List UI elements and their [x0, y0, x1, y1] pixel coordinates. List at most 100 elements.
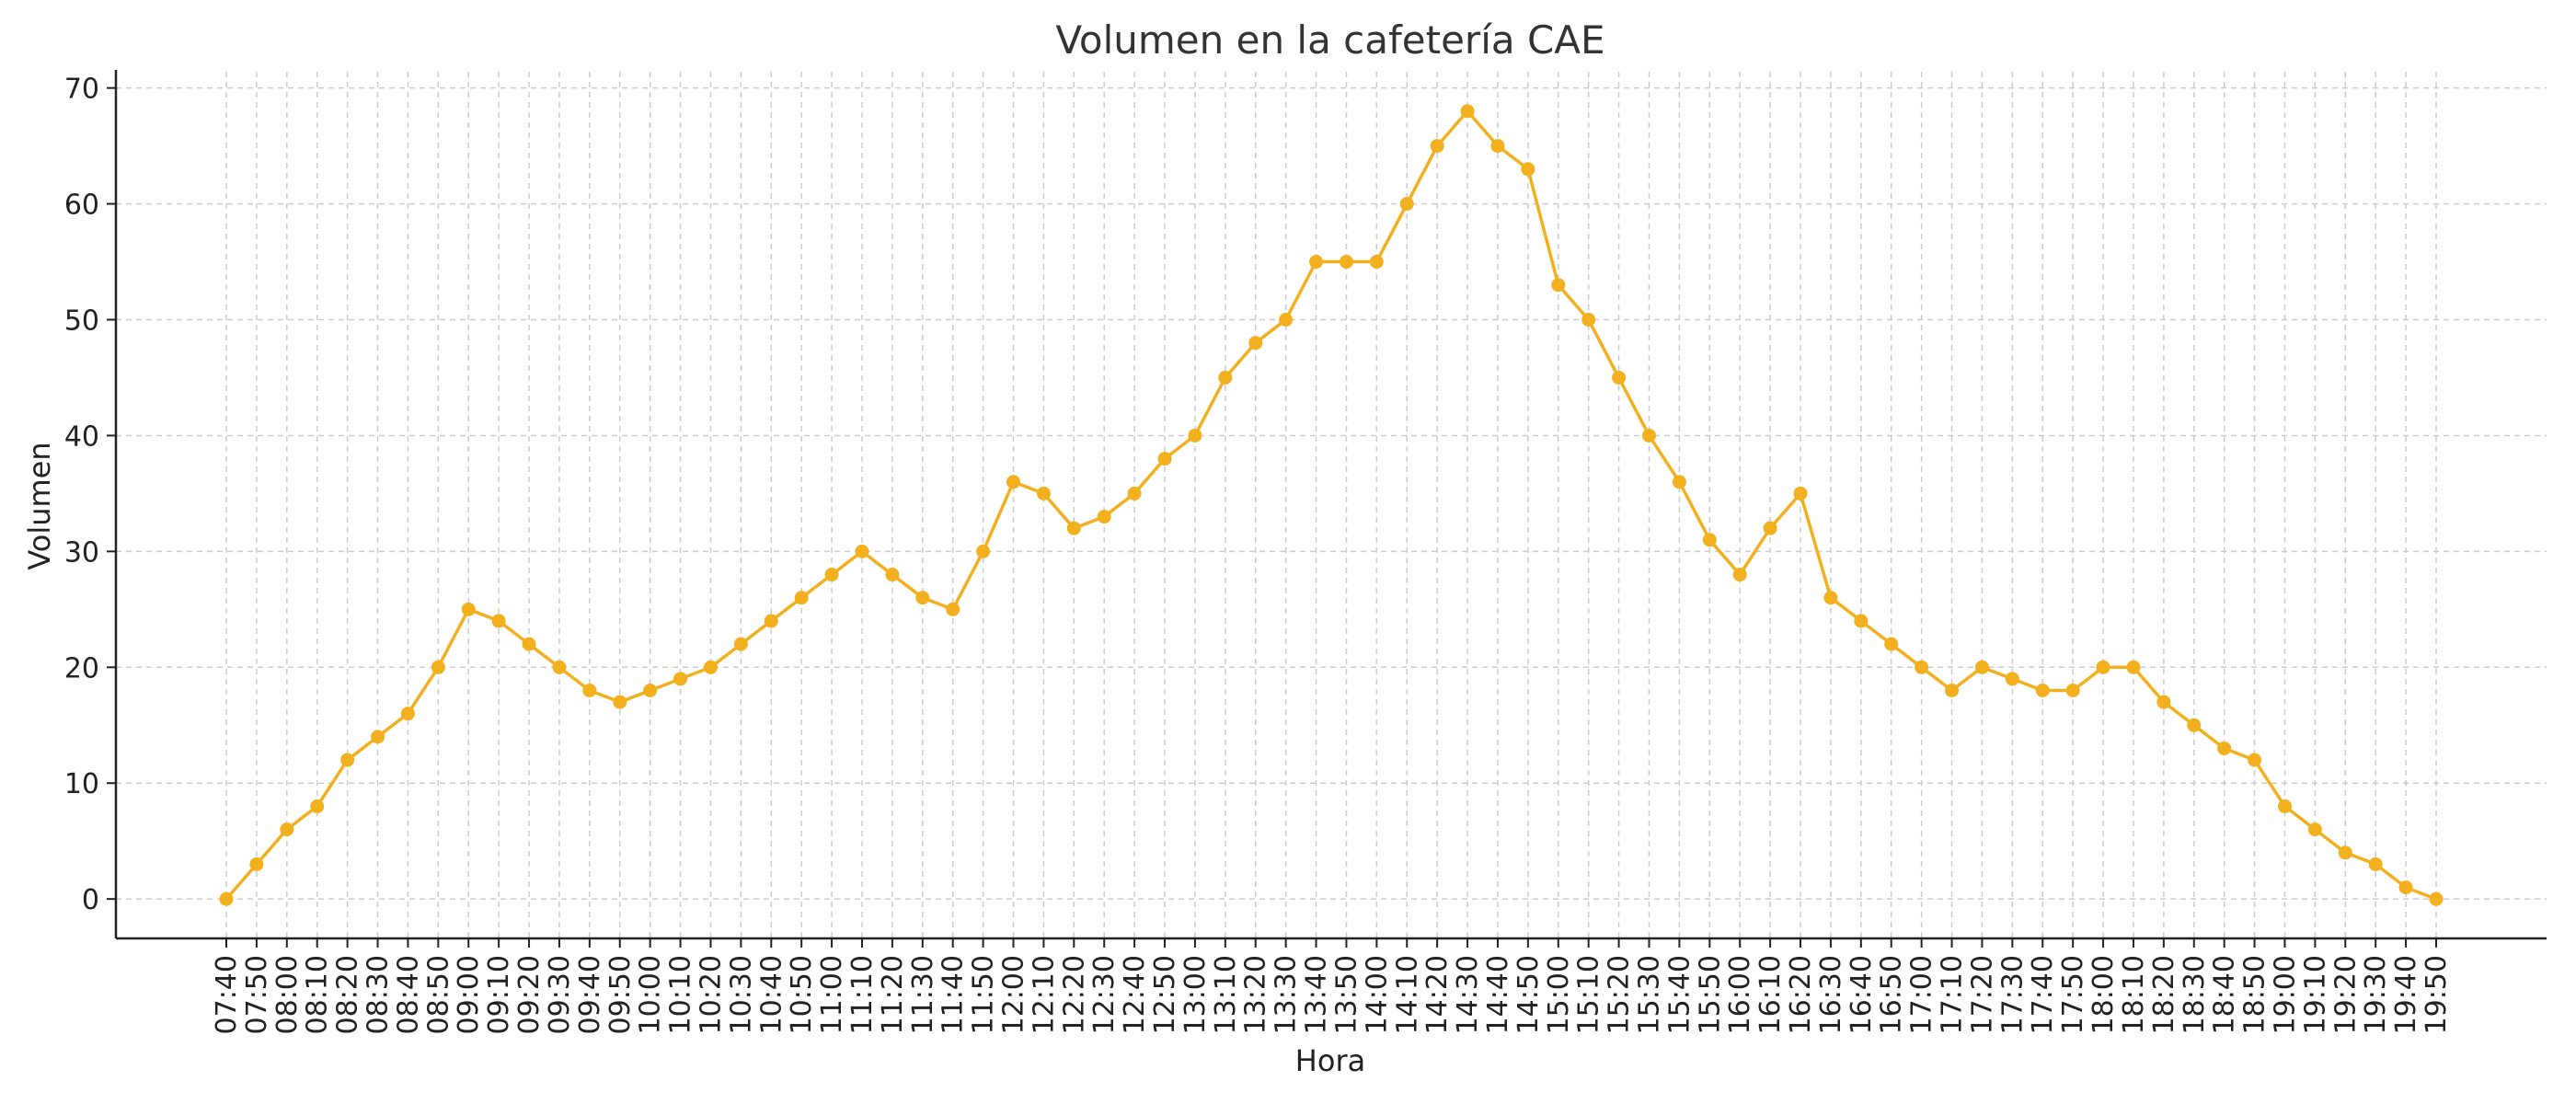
data-point	[371, 730, 385, 744]
data-point	[794, 591, 809, 605]
x-tick-label: 11:20	[877, 955, 909, 1034]
data-point	[1672, 475, 1686, 489]
data-point	[552, 660, 567, 674]
grid-layer	[116, 72, 2547, 938]
data-point	[1066, 521, 1081, 535]
data-point	[885, 568, 900, 582]
x-tick-label: 15:10	[1573, 955, 1605, 1034]
data-point	[2398, 880, 2413, 895]
data-point	[2156, 695, 2171, 709]
x-tick-label: 10:10	[665, 955, 697, 1034]
x-tick-label: 11:30	[907, 955, 939, 1034]
data-point	[915, 591, 930, 605]
data-point	[219, 891, 234, 906]
data-point	[1309, 255, 1324, 270]
data-point	[1127, 486, 1142, 500]
data-point	[1279, 313, 1294, 328]
x-tick-label: 15:20	[1604, 955, 1636, 1034]
x-tick-label: 13:30	[1271, 955, 1303, 1034]
data-point	[1974, 660, 1989, 674]
x-tick-label: 13:10	[1210, 955, 1242, 1034]
x-tick-label: 14:20	[1421, 955, 1454, 1034]
y-tick-label: 40	[64, 420, 99, 453]
data-point	[673, 672, 688, 686]
data-point	[582, 683, 597, 697]
data-point	[522, 637, 536, 651]
x-tick-label: 10:20	[695, 955, 727, 1034]
data-point	[1036, 486, 1051, 500]
data-point	[1702, 533, 1717, 547]
x-tick-label: 14:00	[1361, 955, 1393, 1034]
x-tick-label: 15:50	[1694, 955, 1726, 1034]
x-tick-label: 09:10	[483, 955, 515, 1034]
y-axis-label: Volumen	[22, 442, 57, 569]
chart-title: Volumen en la cafetería CAE	[1055, 17, 1604, 63]
x-tick-label: 17:00	[1906, 955, 1938, 1034]
x-tick-label: 17:40	[2027, 955, 2059, 1034]
data-point	[1157, 452, 1172, 466]
data-point	[2248, 753, 2262, 767]
data-point	[1854, 614, 1869, 628]
x-tick-label: 16:30	[1815, 955, 1847, 1034]
x-tick-label: 09:20	[513, 955, 546, 1034]
y-tick-label: 20	[64, 652, 99, 684]
ticks-layer: 0 10 20 30 40 50 60 70 07:4007:5008:0008:1008:20…	[64, 74, 2453, 1035]
data-point	[733, 637, 748, 651]
x-tick-label: 15:00	[1543, 955, 1575, 1034]
x-tick-label: 07:40	[211, 955, 243, 1034]
x-tick-label: 17:10	[1937, 955, 1969, 1034]
x-tick-label: 10:30	[725, 955, 757, 1034]
x-tick-label: 10:50	[786, 955, 818, 1034]
y-tick-label: 70	[64, 74, 99, 106]
data-point	[1097, 510, 1111, 524]
data-point	[1430, 139, 1444, 154]
data-point	[1793, 486, 1808, 500]
data-point	[1612, 370, 1627, 385]
y-tick-label: 30	[64, 536, 99, 569]
data-point	[976, 544, 991, 558]
x-tick-label: 16:00	[1724, 955, 1756, 1034]
x-tick-label: 08:10	[302, 955, 334, 1034]
data-point	[2126, 660, 2141, 674]
data-point	[1490, 139, 1505, 154]
x-tick-label: 19:20	[2329, 955, 2362, 1034]
x-axis-label: Hora	[1295, 1043, 1365, 1078]
x-tick-label: 08:20	[332, 955, 364, 1034]
data-point	[1369, 255, 1384, 270]
x-tick-label: 11:40	[937, 955, 970, 1034]
x-tick-label: 07:50	[241, 955, 273, 1034]
x-tick-label: 08:30	[362, 955, 395, 1034]
data-point	[643, 683, 658, 697]
x-tick-label: 10:00	[635, 955, 667, 1034]
data-point	[855, 544, 869, 558]
data-point	[1915, 660, 1929, 674]
x-tick-label: 18:50	[2239, 955, 2271, 1034]
x-tick-label: 13:20	[1240, 955, 1272, 1034]
x-tick-label: 19:30	[2360, 955, 2392, 1034]
x-tick-label: 14:50	[1512, 955, 1545, 1034]
data-point	[340, 753, 355, 767]
data-point	[2187, 718, 2202, 732]
x-tick-label: 13:00	[1179, 955, 1212, 1034]
axes-layer	[114, 70, 2547, 940]
x-tick-label: 14:40	[1482, 955, 1514, 1034]
x-tick-label: 19:00	[2269, 955, 2301, 1034]
x-tick-label: 09:30	[544, 955, 576, 1034]
data-point	[1763, 521, 1777, 535]
data-point	[2368, 857, 2383, 871]
x-tick-label: 09:40	[574, 955, 606, 1034]
x-tick-label: 12:40	[1119, 955, 1151, 1034]
series-line	[224, 109, 2437, 901]
data-point	[764, 614, 778, 628]
x-tick-label: 15:40	[1663, 955, 1696, 1034]
data-point	[1006, 475, 1021, 489]
x-tick-label: 11:10	[846, 955, 879, 1034]
data-point	[2005, 672, 2019, 686]
data-point	[1823, 591, 1838, 605]
x-tick-label: 08:00	[271, 955, 304, 1034]
data-point	[1732, 568, 1747, 582]
x-tick-label: 09:00	[453, 955, 485, 1034]
data-point	[824, 568, 839, 582]
data-point	[1551, 278, 1566, 293]
x-tick-label: 11:50	[968, 955, 1000, 1034]
